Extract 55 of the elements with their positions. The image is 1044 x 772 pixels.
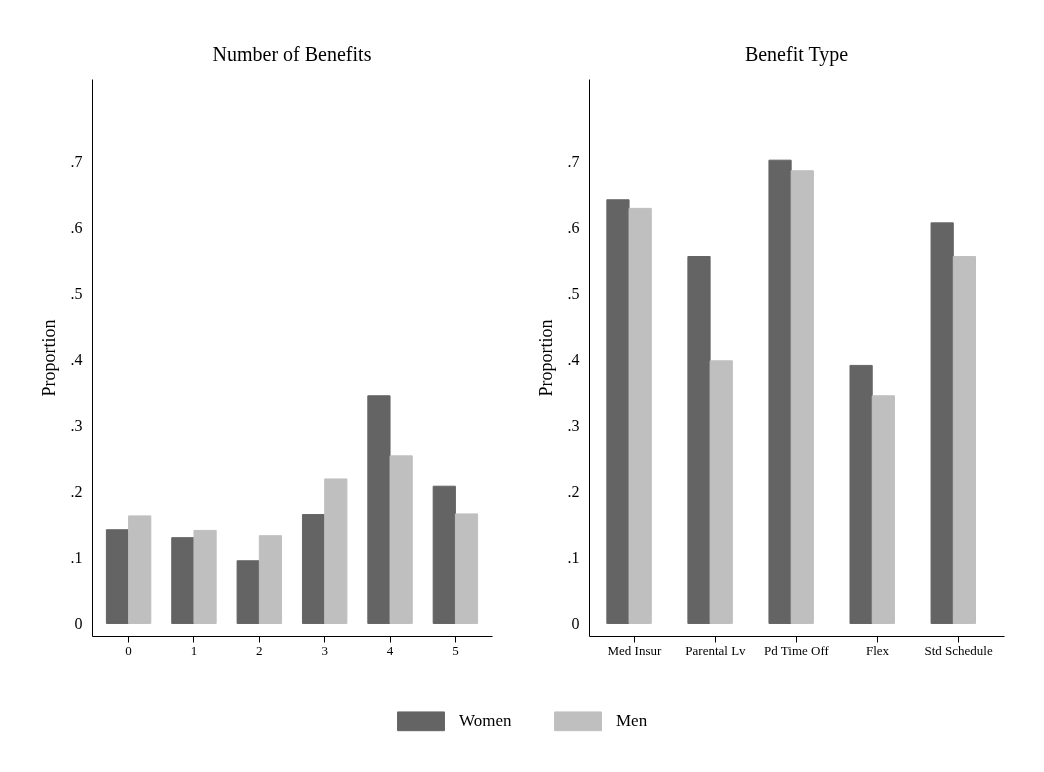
y-tick-label: .4 xyxy=(70,350,83,368)
y-tick-label: .7 xyxy=(70,152,83,170)
y-axis-title: Proportion xyxy=(535,319,556,397)
y-tick-label: 0 xyxy=(74,614,83,632)
bar xyxy=(687,256,711,624)
bar xyxy=(193,529,217,624)
x-tick-label: 0 xyxy=(125,642,132,658)
bar xyxy=(389,455,413,624)
y-tick-label: .5 xyxy=(70,284,83,302)
x-tick-label: 5 xyxy=(452,642,459,658)
legend-label: Men xyxy=(616,711,648,731)
bar xyxy=(952,256,976,624)
bar xyxy=(367,395,391,624)
bar xyxy=(628,207,652,624)
chart-title: Benefit Type xyxy=(744,43,849,66)
bar xyxy=(128,515,152,624)
bar xyxy=(432,485,456,624)
bar xyxy=(105,529,130,624)
y-tick-label: .5 xyxy=(567,284,580,302)
y-tick-label: .6 xyxy=(70,218,83,236)
y-tick-label: .4 xyxy=(567,350,580,368)
bar xyxy=(790,170,814,624)
bar xyxy=(871,395,895,624)
bar xyxy=(709,360,733,624)
bar xyxy=(258,535,283,624)
x-tick-label: Pd Time Off xyxy=(764,642,830,658)
chart-title: Number of Benefits xyxy=(212,43,372,65)
y-tick-label: .7 xyxy=(567,152,580,170)
y-tick-label: 0 xyxy=(571,614,580,632)
bar xyxy=(849,364,873,624)
x-tick-label: Std Schedule xyxy=(924,642,993,658)
x-tick-label: 3 xyxy=(321,642,328,658)
x-tick-label: 1 xyxy=(190,642,198,658)
y-tick-label: .2 xyxy=(567,482,580,500)
y-tick-label: .3 xyxy=(70,416,83,434)
x-tick-label: 4 xyxy=(386,642,394,658)
x-tick-label: Med Insur xyxy=(607,642,662,658)
x-tick-label: 2 xyxy=(256,642,263,658)
y-axis-title: Proportion xyxy=(38,319,59,397)
y-tick-label: .3 xyxy=(567,416,580,434)
bar xyxy=(768,159,792,624)
x-tick-label: Flex xyxy=(865,642,890,658)
bar xyxy=(454,513,479,624)
bar xyxy=(236,560,260,624)
y-tick-label: .1 xyxy=(567,548,580,566)
bar xyxy=(324,478,348,624)
bar xyxy=(930,222,954,624)
y-tick-label: .1 xyxy=(70,548,83,566)
x-tick-label: Parental Lv xyxy=(685,642,747,658)
y-tick-label: .6 xyxy=(567,218,580,236)
bar xyxy=(171,537,195,624)
bar xyxy=(606,199,630,624)
bar xyxy=(301,514,326,624)
y-tick-label: .2 xyxy=(70,482,83,500)
legend-label: Women xyxy=(459,711,512,731)
